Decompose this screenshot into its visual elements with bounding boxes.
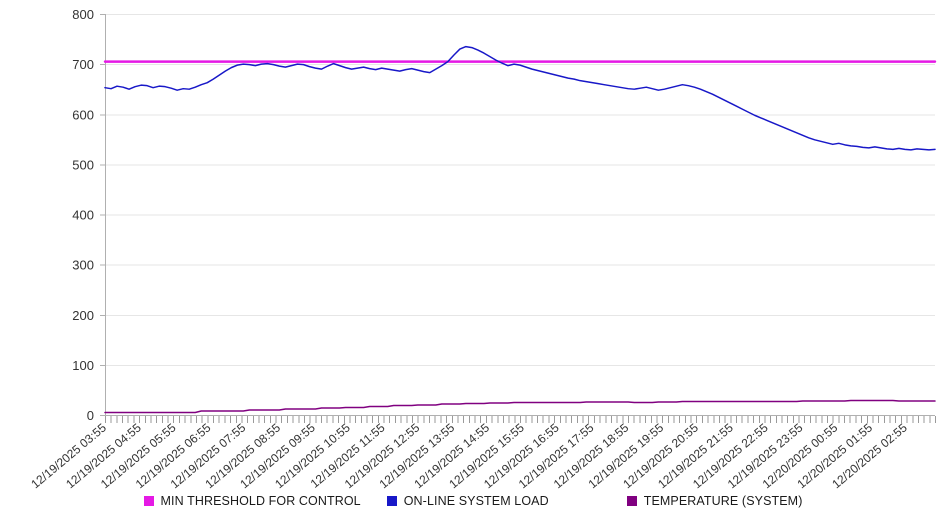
y-axis-tick-label: 700 <box>72 57 94 72</box>
y-axis-tick-label: 0 <box>87 408 94 423</box>
series-on-line-system-load <box>104 45 936 151</box>
y-axis-tick-label: 800 <box>72 7 94 22</box>
y-axis-tick-label: 200 <box>72 308 94 323</box>
y-axis-tick-label: 400 <box>72 208 94 223</box>
legend-item-min-threshold-for-control[interactable]: MIN THRESHOLD FOR CONTROL <box>143 494 361 508</box>
legend-swatch-on-line-system-load <box>386 496 397 506</box>
y-axis-tick-label: 300 <box>72 258 94 273</box>
legend-label-min-threshold-for-control: MIN THRESHOLD FOR CONTROL <box>160 494 361 508</box>
legend-item-on-line-system-load[interactable]: ON-LINE SYSTEM LOAD <box>386 494 549 508</box>
chart-legend: MIN THRESHOLD FOR CONTROL ON-LINE SYSTEM… <box>0 494 946 508</box>
y-axis-tick-label: 500 <box>72 157 94 172</box>
series-temperature-system <box>104 399 936 414</box>
legend-swatch-temperature-system <box>626 496 637 506</box>
legend-swatch-min-threshold-for-control <box>143 496 154 506</box>
legend-item-temperature-system[interactable]: TEMPERATURE (SYSTEM) <box>626 494 803 508</box>
legend-label-temperature-system: TEMPERATURE (SYSTEM) <box>643 494 803 508</box>
y-axis-tick-label: 600 <box>72 107 94 122</box>
y-axis-tick-label: 100 <box>72 358 94 373</box>
legend-label-on-line-system-load: ON-LINE SYSTEM LOAD <box>403 494 549 508</box>
